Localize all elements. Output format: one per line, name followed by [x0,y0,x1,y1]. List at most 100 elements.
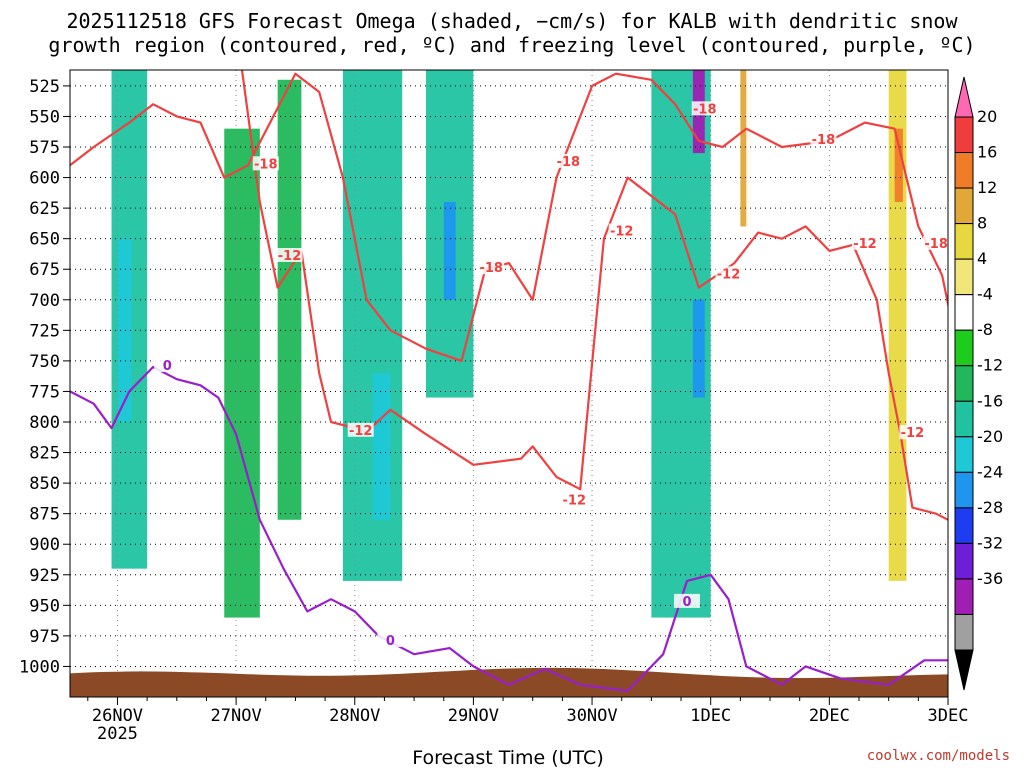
omega-region-7 [443,202,456,300]
axes: 525 550 575 600 625 650 675 700 725 750 775 800 825 8… [19,69,969,744]
contour-label-6: -12 [563,493,587,508]
contour-label-bg-7 [691,101,718,116]
contour-label-14: 0 [386,634,395,649]
colorbar-swatch-14 [954,613,974,651]
contour-label-9: -18 [812,133,836,148]
contour-label-3: -18 [479,261,503,276]
omega-region-18 [912,70,948,398]
credit-text: coolwx.com/models [867,748,1010,764]
y-tick-label-17: 950 [29,596,60,616]
contour-label-bg-3 [478,260,505,275]
colorbar-label-7: -12 [977,356,1003,375]
plot-frame [69,69,949,698]
x-tick-label-2: 28NOV [329,706,380,726]
x-tick-label-1: 27NOV [211,706,262,726]
contour-label-13: 0 [163,359,172,374]
colorbar: 20 16 12 8 4 -4 -8 -12 -16 -20 -24 -28 -32 -36 [954,76,1003,691]
contour-label-bg-15 [673,593,700,608]
y-tick-label-15: 900 [29,535,60,555]
contour-label-bg-0 [252,156,279,171]
colorbar-label-1: 16 [977,143,997,162]
x-axis-title: Forecast Time (UTC) [412,747,603,768]
colorbar-bottom-arrow [954,649,974,691]
x-tick-label-7: 3DEC [928,706,969,726]
y-tick-label-6: 675 [29,260,60,280]
omega-region-3 [277,79,302,520]
y-tick-label-16: 925 [29,566,60,586]
y-tick-label-18: 975 [29,627,60,647]
contour-label-bg-4 [555,153,582,168]
contour-label-bg-10 [851,235,878,250]
omega-region-17 [894,128,903,202]
x-tick-label-3: 29NOV [448,706,499,726]
contour-label-2: -12 [349,424,373,439]
contour-label-bg-13 [154,358,181,372]
colorbar-label-4: 4 [977,249,987,268]
omega-region-14 [793,70,848,227]
colorbar-swatch-10 [954,471,974,509]
y-tick-label-7: 700 [29,291,60,311]
contour-label-bg-8 [715,266,742,281]
y-tick-label-8: 725 [29,321,60,341]
y-tick-label-11: 800 [29,413,60,433]
x-tick-label-0: 26NOV [92,706,143,726]
colorbar-swatch-5 [954,294,974,331]
contour-label-bg-9 [810,131,837,146]
colorbar-swatch-8 [954,400,974,438]
contour-label-bg-14 [377,633,404,647]
colorbar-label-5: -4 [977,285,993,304]
terrain-fill [70,667,948,697]
omega-region-8 [473,70,498,80]
colorbar-label-0: 20 [977,107,997,126]
colorbar-swatch-1 [954,152,974,189]
y-tick-label-9: 750 [29,352,60,372]
colorbar-label-10: -24 [977,462,1003,481]
title-line-2: growth region (contoured, red, ºC) and f… [48,33,975,57]
contour-label-bg-12 [899,425,926,440]
colorbar-swatch-11 [954,507,974,544]
x-tick-label-5: 1DEC [690,706,731,726]
x-tick-sublabel-0: 2025 [97,724,138,744]
y-tick-label-13: 850 [29,474,60,494]
contour-line-2 [70,365,948,692]
colorbar-label-3: 8 [977,214,987,233]
contour-label-bg-2 [347,422,374,437]
contour-label-12: -12 [901,426,925,441]
colorbar-swatch-0 [954,116,974,154]
colorbar-swatch-12 [954,542,974,580]
contour-label-4: -18 [557,155,581,170]
contour-label-8: -12 [717,267,741,282]
y-tick-label-3: 600 [29,169,60,189]
colorbar-swatch-13 [954,578,974,615]
omega-region-2 [224,128,260,618]
contour-label-5: -12 [610,225,634,240]
plot-inner: -18 -12 -12 -18 -18 -12 -12 -18 -12 -18 -12 -18 -12 0… [70,70,948,697]
colorbar-swatch-7 [954,365,974,402]
colorbar-swatch-9 [954,436,974,473]
x-tick-label-4: 30NOV [566,706,617,726]
colorbar-label-9: -20 [977,427,1003,446]
colorbar-label-2: 12 [977,178,997,197]
x-tick-label-6: 2DEC [809,706,850,726]
colorbar-label-6: -8 [977,320,993,339]
contour-label-15: 0 [682,595,691,610]
y-tick-label-19: 1000 [19,657,60,677]
plot-area: -18 -12 -12 -18 -18 -12 -12 -18 -12 -18 -12 -18 -12 0… [70,70,948,697]
contour-label-10: -12 [853,237,877,252]
contour-label-bg-11 [923,235,948,250]
y-tick-label-5: 650 [29,230,60,250]
omega-region-15 [841,70,889,496]
contour-label-bg-5 [608,223,635,238]
colorbar-label-12: -32 [977,533,1003,552]
y-tick-label-10: 775 [29,382,60,402]
contour-label-11: -18 [924,237,948,252]
colorbar-top-arrow [954,76,974,118]
title-line-1: 2025112518 GFS Forecast Omega (shaded, −… [66,9,958,33]
colorbar-swatch-6 [954,329,974,367]
colorbar-swatch-2 [954,187,974,225]
colorbar-swatch-3 [954,223,974,260]
y-tick-label-12: 825 [29,444,60,464]
y-tick-label-4: 625 [29,199,60,219]
colorbar-label-8: -16 [977,391,1003,410]
